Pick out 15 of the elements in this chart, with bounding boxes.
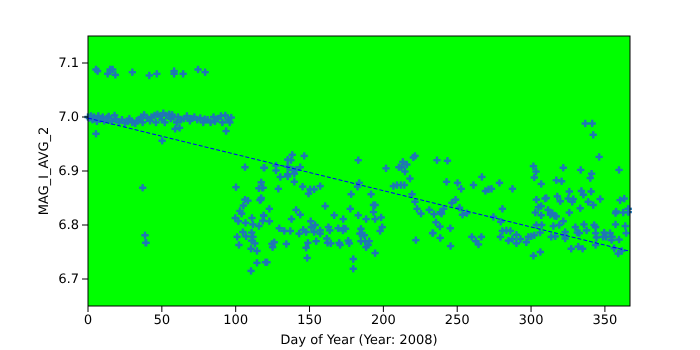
x-tick-label: 150: [297, 313, 322, 328]
y-tick-label: 7.0: [58, 110, 79, 126]
x-tick-label: 0: [84, 313, 92, 328]
x-tick-label: 200: [370, 313, 396, 328]
y-tick-label: 6.7: [58, 272, 79, 288]
x-tick-label: 250: [444, 313, 470, 328]
y-tick-label: 7.1: [58, 56, 79, 72]
y-axis-title: MAG_I_AVG_2: [37, 126, 52, 216]
x-tick-label: 50: [154, 313, 170, 328]
x-tick-label: 100: [223, 313, 248, 328]
x-tick-label: 300: [518, 313, 544, 328]
y-tick-label: 6.9: [58, 164, 79, 180]
x-tick-label: 350: [592, 313, 618, 328]
y-tick-label: 6.8: [58, 218, 79, 234]
x-axis-title: Day of Year (Year: 2008): [280, 333, 438, 348]
